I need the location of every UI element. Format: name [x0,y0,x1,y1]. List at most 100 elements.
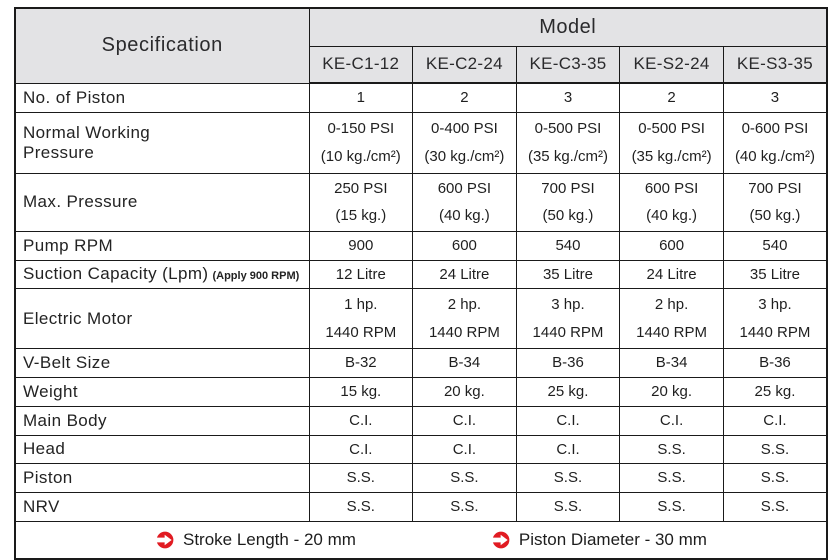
model-name-ke-s3-35: KE-S3-35 [722,45,828,84]
row-label-weight: Weight [14,377,310,407]
cell-value: 1 [308,82,414,113]
cell-value: 3 hp. 1440 RPM [515,288,621,350]
cell-value: 3 [722,82,828,113]
cell-value: 250 PSI (15 kg.) [308,172,414,232]
cell-value: 0-600 PSI (40 kg./cm²) [722,111,828,174]
suction-capacity-note: (Apply 900 RPM) [212,270,300,283]
cell-value: S.S. [722,463,828,493]
stroke-length-text: Stroke Length - 20 mm [183,530,356,549]
table-row: Pump RPM 900 600 540 600 540 [14,230,828,261]
cell-value: C.I. [722,405,828,436]
cell-value: 35 Litre [722,259,828,290]
row-label-normal-working-pressure: Normal Working Pressure [14,111,310,174]
table-row: V-Belt Size B-32 B-34 B-36 B-34 B-36 [14,348,828,378]
cell-value: 25 kg. [722,377,828,407]
cell-value: 900 [308,230,414,261]
cell-value: 700 PSI (50 kg.) [722,172,828,232]
model-name-ke-s2-24: KE-S2-24 [619,45,724,84]
table-row: Weight 15 kg. 20 kg. 25 kg. 20 kg. 25 kg… [14,377,828,407]
row-label-nrv: NRV [14,492,310,522]
row-label-v-belt-size: V-Belt Size [14,348,310,378]
table-row: Max. Pressure 250 PSI (15 kg.) 600 PSI (… [14,172,828,232]
cell-value: B-34 [412,348,517,378]
cell-value: C.I. [412,434,517,465]
row-label-pump-rpm: Pump RPM [14,230,310,261]
cell-value: C.I. [308,434,414,465]
cell-value: 0-400 PSI (30 kg./cm²) [412,111,517,174]
table-row: Suction Capacity (Lpm) (Apply 900 RPM) 12… [14,259,828,290]
model-group-header: Model [308,7,828,47]
row-label-head: Head [14,434,310,465]
cell-value: S.S. [308,492,414,522]
cell-value: 2 hp. 1440 RPM [412,288,517,350]
table-row: Main Body C.I. C.I. C.I. C.I. C.I. [14,405,828,436]
cell-value: C.I. [308,405,414,436]
cell-value: C.I. [412,405,517,436]
table-row: No. of Piston 1 2 3 2 3 [14,82,828,113]
cell-value: 3 hp. 1440 RPM [722,288,828,350]
spec-column-header: Specification [14,7,310,84]
piston-diameter-text: Piston Diameter - 30 mm [518,530,707,549]
footer-cell: Stroke Length - 20 mm Piston Diameter - … [14,520,828,560]
cell-value: C.I. [515,405,621,436]
row-label-piston: Piston [14,463,310,493]
cell-value: 12 Litre [308,259,414,290]
spec-sheet-page: Specification Model KE-C1-12 KE-C2-24 KE… [14,7,829,560]
footer-notes: Stroke Length - 20 mm Piston Diameter - … [16,530,826,550]
row-label-suction-capacity: Suction Capacity (Lpm) (Apply 900 RPM) [14,259,310,290]
cell-value: B-36 [515,348,621,378]
row-label-electric-motor: Electric Motor [14,288,310,350]
table-row: Normal Working Pressure 0-150 PSI (10 kg… [14,111,828,174]
cell-value: S.S. [619,492,724,522]
cell-value: B-36 [722,348,828,378]
model-name-ke-c2-24: KE-C2-24 [412,45,517,84]
cell-value: S.S. [412,463,517,493]
cell-value: 0-500 PSI (35 kg./cm²) [619,111,724,174]
cell-value: B-34 [619,348,724,378]
specification-table: Specification Model KE-C1-12 KE-C2-24 KE… [14,7,829,560]
suction-capacity-label: Suction Capacity (Lpm) [23,264,209,284]
cell-value: S.S. [515,463,621,493]
row-label-max-pressure: Max. Pressure [14,172,310,232]
table-row: Head C.I. C.I. C.I. S.S. S.S. [14,434,828,465]
cell-value: C.I. [515,434,621,465]
table-row: Electric Motor 1 hp. 1440 RPM 2 hp. 1440… [14,288,828,350]
cell-value: 20 kg. [412,377,517,407]
cell-value: 3 [515,82,621,113]
piston-diameter-note: Piston Diameter - 30 mm [492,530,707,550]
cell-value: 1 hp. 1440 RPM [308,288,414,350]
cell-value: 700 PSI (50 kg.) [515,172,621,232]
model-name-ke-c1-12: KE-C1-12 [308,45,414,84]
row-label-no-of-piston: No. of Piston [14,82,310,113]
red-arrow-icon [156,531,174,549]
cell-value: S.S. [515,492,621,522]
table-footer-row: Stroke Length - 20 mm Piston Diameter - … [14,520,828,560]
cell-value: 2 [412,82,517,113]
cell-value: 600 PSI (40 kg.) [619,172,724,232]
cell-value: 35 Litre [515,259,621,290]
cell-value: S.S. [722,434,828,465]
cell-value: 24 Litre [412,259,517,290]
model-name-ke-c3-35: KE-C3-35 [515,45,621,84]
cell-value: S.S. [722,492,828,522]
cell-value: 24 Litre [619,259,724,290]
cell-value: 600 PSI (40 kg.) [412,172,517,232]
cell-value: 600 [619,230,724,261]
cell-value: 540 [722,230,828,261]
cell-value: 2 hp. 1440 RPM [619,288,724,350]
table-row: Piston S.S. S.S. S.S. S.S. S.S. [14,463,828,493]
cell-value: 2 [619,82,724,113]
cell-value: 15 kg. [308,377,414,407]
cell-value: S.S. [619,434,724,465]
stroke-length-note: Stroke Length - 20 mm [156,530,356,550]
row-label-main-body: Main Body [14,405,310,436]
cell-value: S.S. [412,492,517,522]
cell-value: C.I. [619,405,724,436]
cell-value: 20 kg. [619,377,724,407]
cell-value: 0-150 PSI (10 kg./cm²) [308,111,414,174]
cell-value: 25 kg. [515,377,621,407]
red-arrow-icon [492,531,510,549]
table-row: NRV S.S. S.S. S.S. S.S. S.S. [14,492,828,522]
cell-value: S.S. [619,463,724,493]
cell-value: 600 [412,230,517,261]
